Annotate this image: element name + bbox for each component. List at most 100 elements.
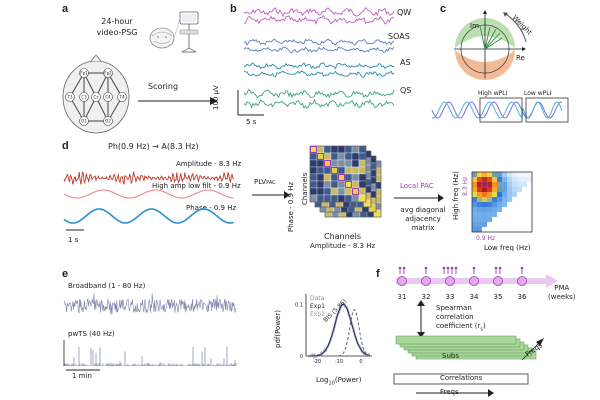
amplitude-trace-label: Amplitude - 8.3 Hz	[176, 160, 242, 168]
scale-bar	[237, 90, 264, 116]
freqs-label: Freqs	[440, 388, 459, 396]
pdf-exp2-curve	[308, 308, 370, 357]
matrix-cell	[358, 180, 367, 189]
spearman-line3: coefficient (rs)	[436, 322, 486, 334]
electrode-label: T4	[119, 95, 125, 100]
matrix-cell	[344, 194, 353, 203]
heatmap-cell	[472, 212, 477, 217]
heatmap-cell	[487, 202, 492, 207]
legend-data: Data	[310, 295, 325, 302]
matrix-cell	[344, 173, 353, 182]
avg-diag-line1: avg diagonal	[400, 206, 446, 214]
trace-qs	[243, 88, 395, 99]
heatmap-cell	[507, 182, 512, 187]
diagonal-highlight	[352, 188, 359, 195]
heatmap-cell	[497, 192, 502, 197]
matrix-cell	[344, 159, 353, 168]
matrix-frame	[309, 145, 367, 203]
pwts-label: pwTS (40 Hz)	[68, 330, 115, 338]
heatmap-cell	[487, 212, 492, 217]
electrode-c3	[79, 92, 89, 102]
scoring-label: Scoring	[148, 82, 179, 91]
pma-week-marker	[421, 276, 431, 286]
matrix-cell	[351, 187, 360, 196]
phase-trace	[63, 208, 234, 224]
trace-qs	[243, 98, 395, 109]
pac-matrix-layer	[309, 145, 367, 203]
panel-label-e: e	[62, 268, 69, 280]
heatmap-cell	[497, 202, 502, 207]
panel-label-a: a	[62, 3, 69, 15]
legend-exp1: Exp1	[310, 303, 325, 310]
electrode-c4	[103, 92, 113, 102]
heatmap-cell	[497, 172, 502, 177]
amplitude-trace	[63, 171, 235, 185]
matrix-cell	[316, 187, 325, 196]
matrix-cell	[351, 180, 360, 189]
heatmap-cell	[512, 172, 517, 177]
infant-head-icon	[402, 266, 406, 270]
matrix-cell	[330, 152, 339, 161]
heatmap-cell	[517, 177, 522, 182]
subs-label: Subs	[442, 352, 459, 360]
heatmap-cell	[502, 192, 507, 197]
spearman-line3-text: coefficient (r	[436, 322, 481, 330]
heatmap-cell	[487, 187, 492, 192]
matrix-cell	[309, 152, 318, 161]
plv-text: PLV	[254, 178, 267, 186]
panel-label-b: b	[230, 3, 237, 15]
spearman-line1: Spearman	[436, 304, 472, 312]
time-scale-label: 5 s	[246, 118, 257, 126]
pma-week-marker	[445, 276, 455, 286]
heatmap-cell	[497, 197, 502, 202]
heatmap-cell	[507, 197, 512, 202]
infant-head-icon	[446, 266, 450, 270]
pdf-xlabel-sub: 10	[328, 380, 335, 387]
pdf-exp1-curve	[308, 303, 370, 357]
pdf-ytick: 0.1	[295, 302, 303, 308]
heatmap-cell	[502, 177, 507, 182]
heatmap-cell	[477, 222, 482, 227]
heatmap-cell	[472, 222, 477, 227]
matrix-cell	[323, 152, 332, 161]
heatmap-cell	[477, 227, 482, 232]
state-label-soas: SOAS	[388, 32, 410, 41]
low-wpli-label: Low wPLI	[524, 90, 552, 97]
heatmap-cell	[492, 197, 497, 202]
diagonal-highlight	[317, 153, 324, 160]
matrix-cell	[330, 194, 339, 203]
infant-head-icon	[498, 266, 502, 270]
avg-diagonal-caption: avg diagonal adjacency matrix	[392, 206, 454, 233]
matrix-cell	[330, 166, 339, 175]
heatmap-cell	[487, 172, 492, 177]
pma-week-marker	[517, 276, 527, 286]
matrix-cell	[309, 187, 318, 196]
matrix-cell	[309, 159, 318, 168]
heatmap-cell	[472, 192, 477, 197]
heatmap-cell	[482, 212, 487, 217]
pma-week-marker	[397, 276, 407, 286]
heatmap-cell	[512, 187, 517, 192]
weight-label: Weight	[511, 14, 534, 37]
heatmap-cell	[472, 177, 477, 182]
matrix-cell	[323, 159, 332, 168]
broadband-trace	[63, 292, 236, 315]
heatmap-cell	[507, 192, 512, 197]
heatmap-cell	[477, 197, 482, 202]
broadband-signal	[63, 292, 236, 315]
matrix-cell	[344, 187, 353, 196]
diagonal-highlight	[324, 160, 331, 167]
matrix-cell	[330, 173, 339, 182]
pdf-xtick: -20	[313, 359, 321, 365]
heatmap-cell	[527, 172, 532, 177]
matrix-cell	[344, 152, 353, 161]
heatmap-cell	[492, 212, 497, 217]
pdf-xlabel-log: Log	[316, 376, 329, 384]
pma-unit: (weeks)	[548, 293, 576, 301]
heatmap-cell	[502, 182, 507, 187]
trace-soas	[243, 46, 395, 54]
trace-as	[243, 62, 395, 70]
matrix-cell	[337, 194, 346, 203]
heatmap-cell	[507, 172, 512, 177]
